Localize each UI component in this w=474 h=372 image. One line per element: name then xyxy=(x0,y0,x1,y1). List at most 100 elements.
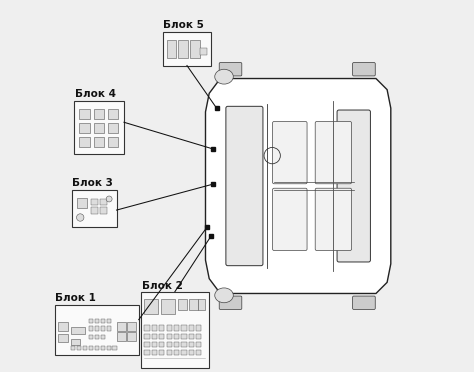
Bar xyxy=(182,341,187,347)
Bar xyxy=(89,335,93,339)
Bar xyxy=(152,350,157,355)
Bar xyxy=(178,299,187,310)
Bar xyxy=(145,299,158,314)
Bar xyxy=(89,319,93,323)
FancyBboxPatch shape xyxy=(273,122,307,184)
Bar xyxy=(100,207,107,214)
Bar xyxy=(182,326,187,331)
FancyBboxPatch shape xyxy=(315,188,352,250)
Circle shape xyxy=(76,214,84,221)
Bar xyxy=(145,326,149,331)
Bar xyxy=(166,341,172,347)
Bar xyxy=(80,109,90,119)
Bar xyxy=(93,124,104,133)
Bar xyxy=(127,333,136,340)
Bar xyxy=(152,326,157,331)
Bar xyxy=(107,319,111,323)
Bar xyxy=(100,335,105,339)
Bar xyxy=(198,299,206,310)
FancyBboxPatch shape xyxy=(273,188,307,250)
FancyBboxPatch shape xyxy=(219,296,242,310)
Bar xyxy=(100,346,105,350)
Bar xyxy=(93,109,104,119)
Bar xyxy=(200,48,207,55)
Bar xyxy=(196,326,201,331)
Bar xyxy=(152,334,157,339)
Text: Блок 3: Блок 3 xyxy=(72,178,113,188)
Bar xyxy=(159,350,164,355)
Text: Блок 2: Блок 2 xyxy=(142,280,183,291)
Bar xyxy=(145,334,149,339)
FancyBboxPatch shape xyxy=(353,62,375,76)
Bar xyxy=(80,137,90,147)
Bar xyxy=(83,346,87,350)
Bar xyxy=(159,334,164,339)
Bar xyxy=(182,334,187,339)
Bar xyxy=(74,101,124,154)
Bar xyxy=(55,305,139,355)
Bar xyxy=(145,350,149,355)
Bar xyxy=(71,346,75,350)
Bar xyxy=(76,198,87,208)
Bar xyxy=(71,339,80,345)
Bar xyxy=(117,333,126,340)
Bar xyxy=(58,323,68,331)
Bar xyxy=(166,326,172,331)
Bar xyxy=(91,207,98,214)
Bar xyxy=(89,346,93,350)
Bar xyxy=(190,40,200,58)
Bar xyxy=(107,326,111,331)
Bar xyxy=(95,346,99,350)
Ellipse shape xyxy=(215,288,233,303)
Bar xyxy=(108,124,118,133)
Bar xyxy=(145,341,149,347)
Bar xyxy=(107,346,110,350)
Bar xyxy=(189,326,194,331)
Bar xyxy=(196,334,201,339)
Bar xyxy=(80,124,90,133)
Bar xyxy=(174,326,179,331)
Bar xyxy=(189,299,198,310)
Bar xyxy=(196,350,201,355)
Bar xyxy=(95,335,99,339)
Circle shape xyxy=(106,196,112,202)
Text: Блок 5: Блок 5 xyxy=(163,20,204,30)
FancyBboxPatch shape xyxy=(219,62,242,76)
Bar xyxy=(93,137,104,147)
Bar xyxy=(182,350,187,355)
Bar xyxy=(95,326,99,331)
Bar xyxy=(112,346,117,350)
Bar xyxy=(159,341,164,347)
Bar xyxy=(174,341,179,347)
Polygon shape xyxy=(206,78,391,294)
Bar xyxy=(189,334,194,339)
Bar xyxy=(166,334,172,339)
Bar xyxy=(117,323,126,331)
Bar xyxy=(108,137,118,147)
Text: Блок 1: Блок 1 xyxy=(55,293,96,303)
Bar xyxy=(89,326,93,331)
FancyBboxPatch shape xyxy=(337,110,370,262)
Bar xyxy=(95,319,99,323)
Bar xyxy=(196,341,201,347)
Bar xyxy=(189,341,194,347)
Bar xyxy=(71,327,85,334)
Bar xyxy=(159,326,164,331)
FancyBboxPatch shape xyxy=(226,106,263,266)
Bar xyxy=(166,40,176,58)
Bar xyxy=(100,199,107,205)
Bar xyxy=(174,350,179,355)
Bar xyxy=(58,334,68,341)
Bar xyxy=(127,323,136,331)
Bar xyxy=(72,190,117,227)
Bar xyxy=(100,319,105,323)
Bar xyxy=(141,292,209,368)
Text: Блок 4: Блок 4 xyxy=(75,89,116,99)
Bar xyxy=(163,32,211,65)
Bar xyxy=(152,341,157,347)
Bar xyxy=(178,40,188,58)
FancyBboxPatch shape xyxy=(353,296,375,310)
Bar xyxy=(91,199,98,205)
Bar xyxy=(108,109,118,119)
FancyBboxPatch shape xyxy=(315,122,352,184)
